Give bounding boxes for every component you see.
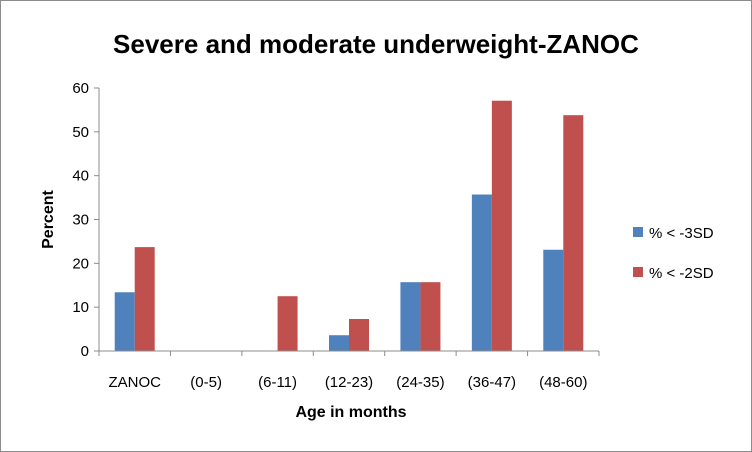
bar [491,100,512,351]
bar [543,249,564,351]
y-tick-label: 10 [72,299,89,316]
x-tick-label: (36-47) [468,374,516,391]
y-tick-label: 0 [81,343,89,360]
x-tick-label: (6-11) [258,374,297,391]
y-tick-label: 20 [72,255,89,272]
x-axis-ticks: ZANOC (0-5) (6-11) (12-23) (24-35) (36-47) (48… [98,351,600,391]
bars [114,100,584,351]
bar [563,115,584,351]
legend-swatch [633,267,643,277]
y-tick-label: 50 [72,124,89,141]
x-tick-label: (0-5) [190,374,222,391]
y-tick-label: 40 [72,168,89,185]
x-tick-label: (24-35) [396,374,444,391]
bar [329,335,349,351]
y-tick-label: 30 [72,212,89,229]
chart-title: Severe and moderate underweight-ZANOC [113,29,639,59]
bar [420,282,441,351]
y-tick-label: 60 [72,80,89,97]
x-tick-label: ZANOC [108,374,161,391]
legend-label: % < -2SD [649,265,714,282]
y-axis-label: Percent [40,189,57,248]
bar [114,292,135,351]
x-axis-label: Age in months [295,404,406,421]
bar [471,194,492,351]
x-tick-label: (12-23) [325,374,373,391]
y-axis-ticks: 0 10 20 30 40 50 60 [72,80,99,360]
bar [277,296,298,351]
x-tick-label: (48-60) [539,374,587,391]
bar [134,247,155,351]
bar [400,282,421,351]
legend-swatch [633,227,643,237]
legend: % < -3SD % < -2SD [633,225,714,282]
bar [349,319,369,351]
legend-label: % < -3SD [649,225,714,242]
